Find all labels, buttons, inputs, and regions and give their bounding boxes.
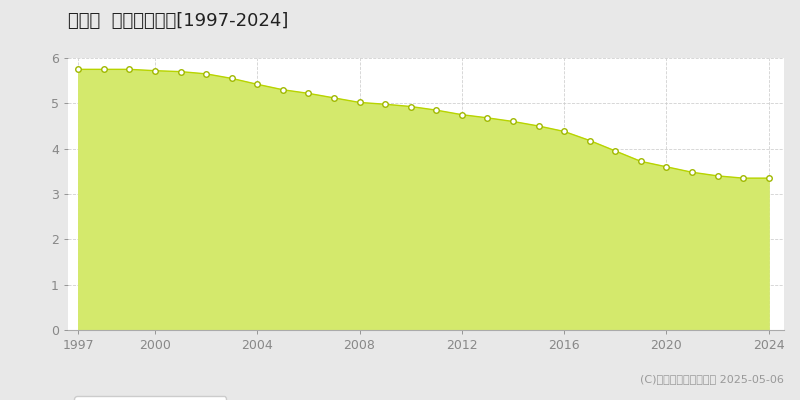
Legend: 基準地価  平均坂単価(万円/坤): 基準地価 平均坂単価(万円/坤) (74, 396, 226, 400)
Text: 東栄町  基準地価推移[1997-2024]: 東栄町 基準地価推移[1997-2024] (68, 12, 288, 30)
Text: (C)土地価格ドットコム 2025-05-06: (C)土地価格ドットコム 2025-05-06 (640, 374, 784, 384)
